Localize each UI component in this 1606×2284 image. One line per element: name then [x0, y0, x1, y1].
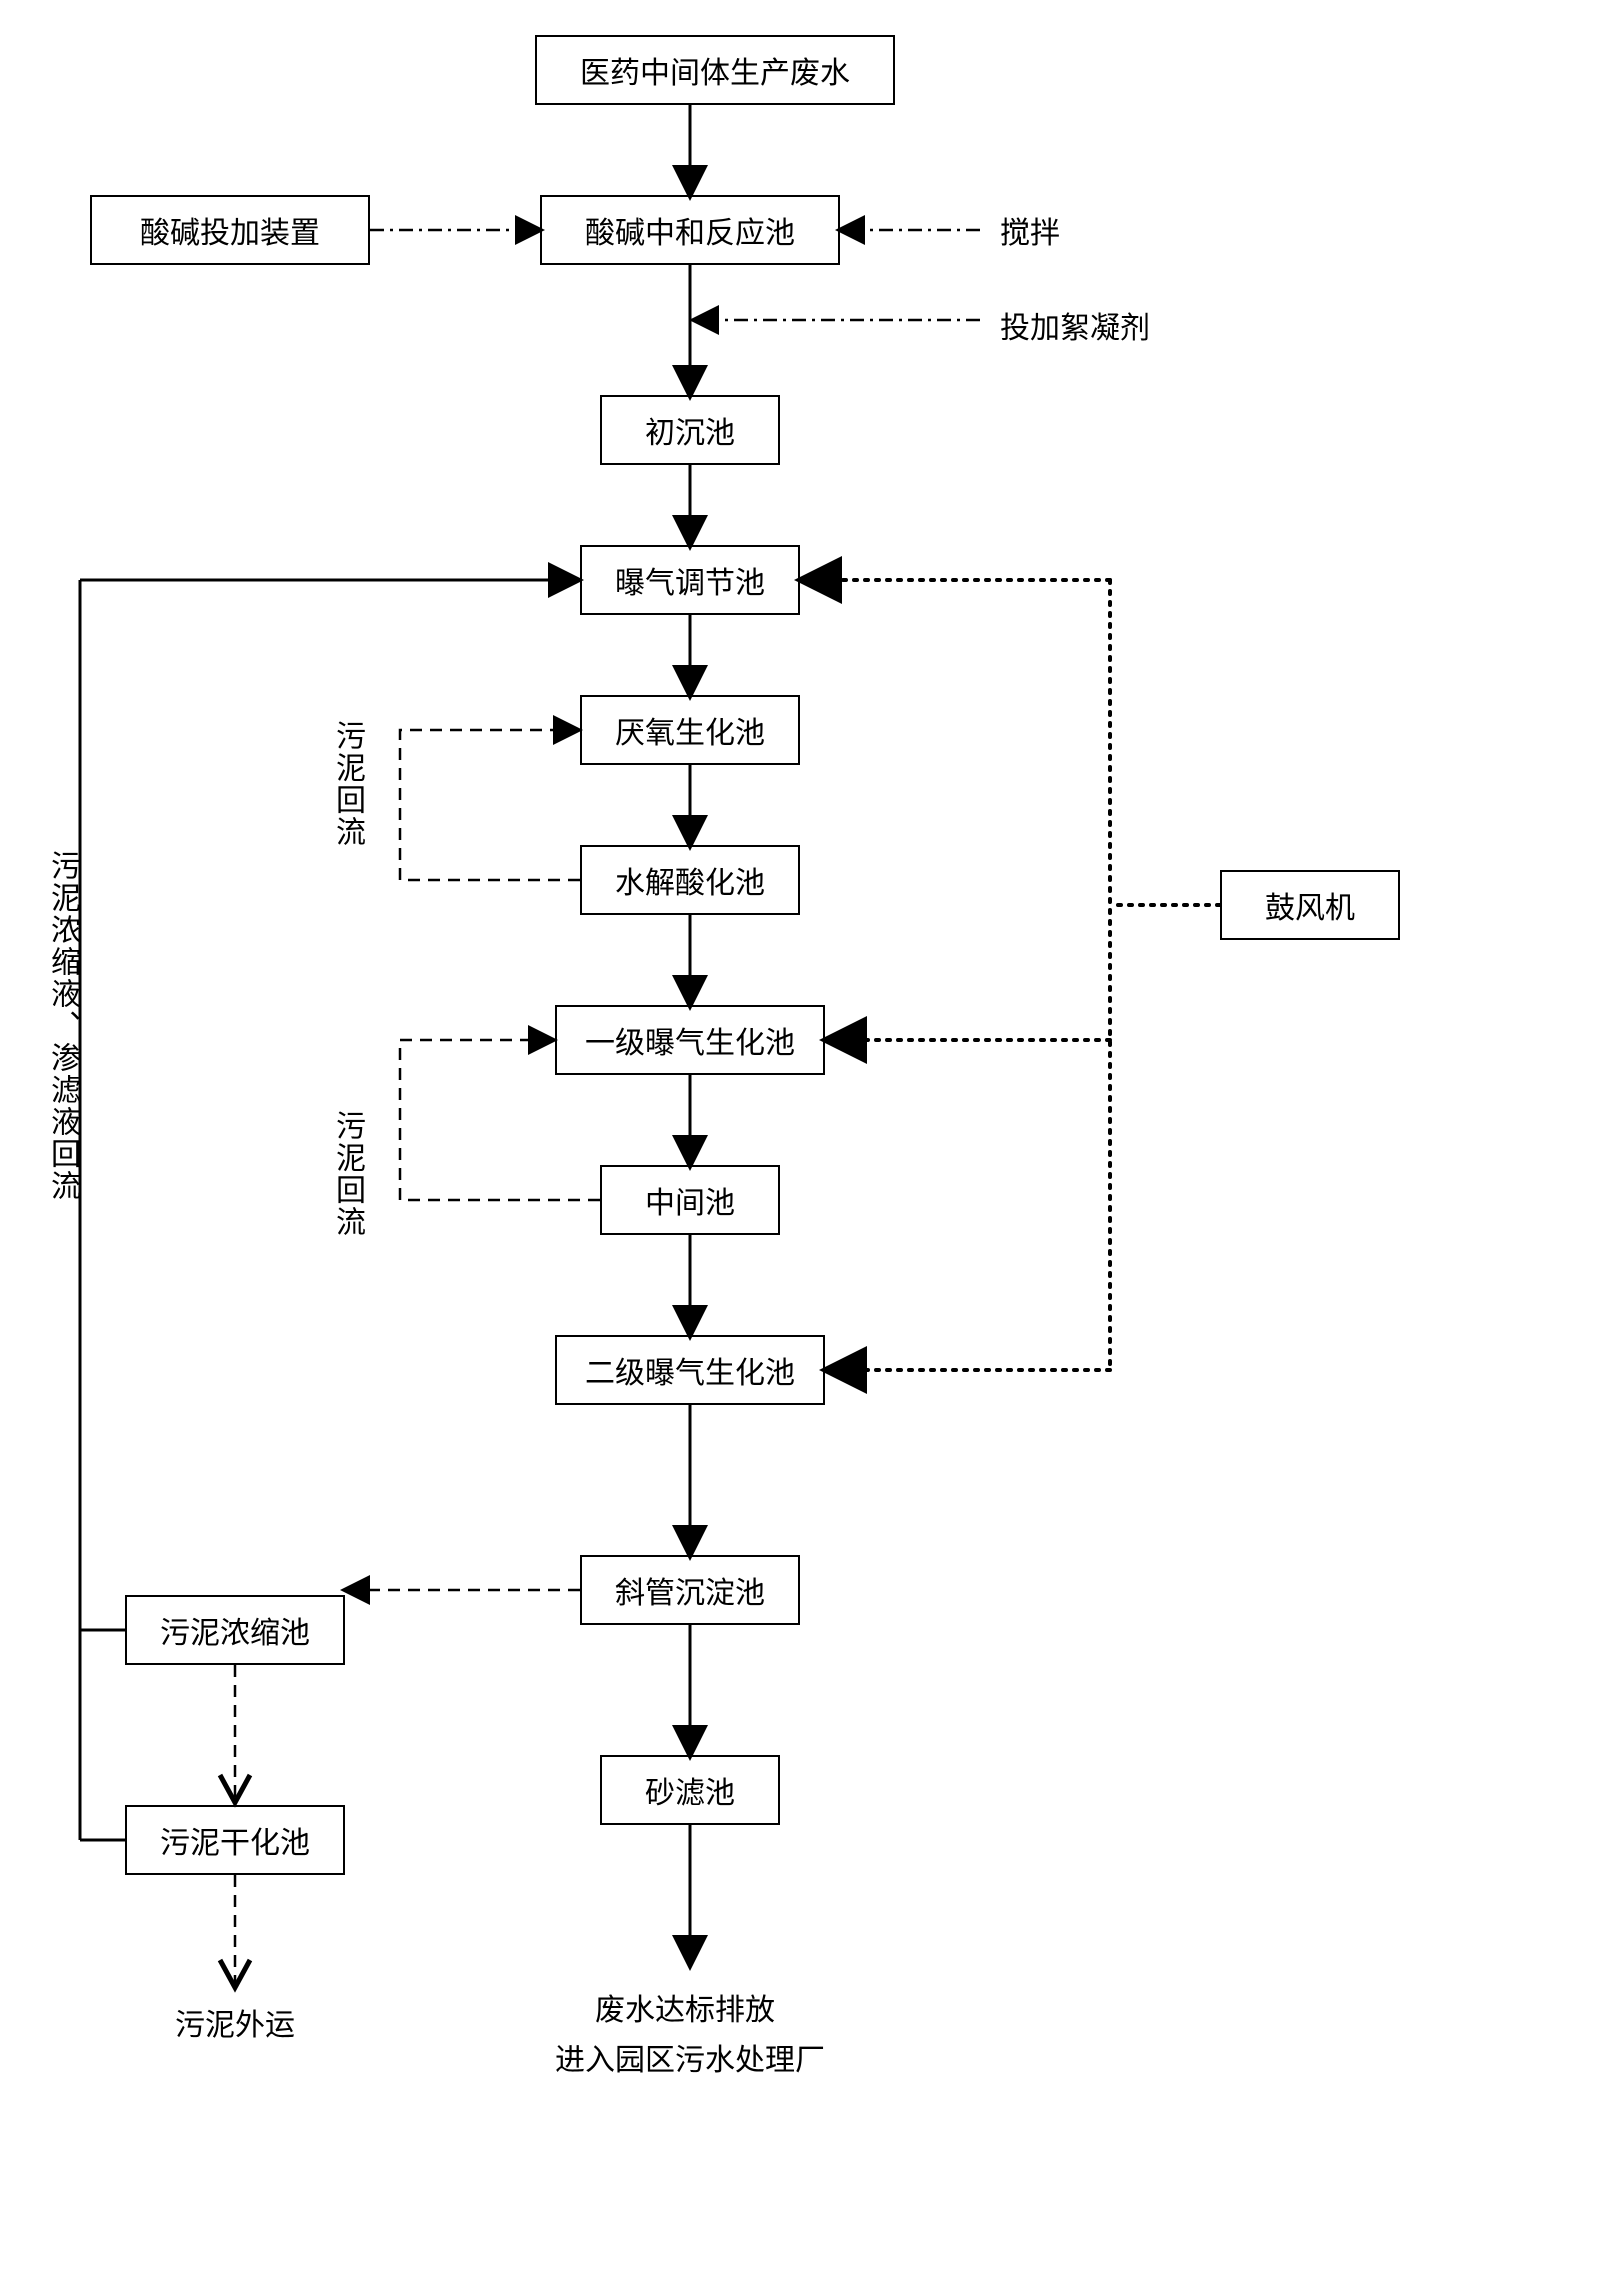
flow-connectors [0, 0, 1606, 2284]
